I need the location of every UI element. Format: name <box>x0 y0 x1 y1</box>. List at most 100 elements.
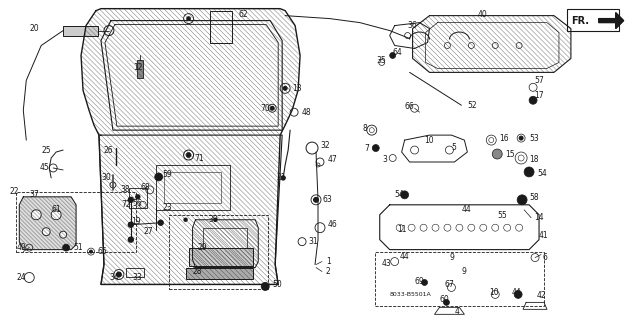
Text: 43: 43 <box>381 259 392 268</box>
Text: 71: 71 <box>195 153 204 162</box>
Text: 58: 58 <box>529 193 539 202</box>
Circle shape <box>158 220 163 225</box>
Text: 68: 68 <box>141 183 150 192</box>
Circle shape <box>390 52 396 58</box>
Text: 20: 20 <box>29 24 39 33</box>
Text: 60: 60 <box>440 295 449 304</box>
Text: 17: 17 <box>534 91 544 100</box>
Circle shape <box>42 228 50 236</box>
Text: 44: 44 <box>511 288 521 297</box>
Bar <box>156 165 230 210</box>
Circle shape <box>270 106 274 110</box>
Text: 9: 9 <box>461 267 467 276</box>
Text: 10: 10 <box>489 288 499 297</box>
Circle shape <box>63 244 70 251</box>
Circle shape <box>372 145 380 152</box>
Bar <box>17 192 136 252</box>
Text: 41: 41 <box>539 231 548 240</box>
Text: 22: 22 <box>10 187 19 197</box>
Text: 64: 64 <box>393 48 403 57</box>
Text: 69: 69 <box>415 277 424 286</box>
Text: 55: 55 <box>497 211 507 220</box>
Circle shape <box>519 136 523 140</box>
Text: 25: 25 <box>41 145 51 154</box>
Text: 8: 8 <box>363 124 367 133</box>
Circle shape <box>492 149 502 159</box>
Text: 35: 35 <box>377 56 387 65</box>
Text: 44: 44 <box>399 252 410 261</box>
Polygon shape <box>99 135 282 285</box>
Bar <box>164 172 221 203</box>
Text: 32: 32 <box>320 141 330 150</box>
Bar <box>137 60 143 78</box>
Text: 9: 9 <box>449 253 454 262</box>
Text: 10: 10 <box>424 136 434 145</box>
Polygon shape <box>426 23 559 68</box>
Circle shape <box>444 300 449 305</box>
PathPatch shape <box>193 220 259 268</box>
Text: 19: 19 <box>131 217 140 226</box>
Text: 28: 28 <box>193 267 202 276</box>
Bar <box>189 248 253 265</box>
Text: 2: 2 <box>326 267 331 276</box>
PathPatch shape <box>19 197 76 249</box>
Text: 72: 72 <box>121 200 131 209</box>
Text: 66: 66 <box>404 102 414 111</box>
Text: 33: 33 <box>133 273 143 282</box>
Text: 47: 47 <box>328 155 338 165</box>
Circle shape <box>281 176 285 180</box>
Text: 1: 1 <box>326 257 331 266</box>
Text: 50: 50 <box>272 280 282 289</box>
Text: 54: 54 <box>537 169 547 178</box>
Text: 44: 44 <box>461 205 471 214</box>
Text: 21: 21 <box>276 174 285 182</box>
Circle shape <box>155 173 163 181</box>
Text: 23: 23 <box>163 203 172 212</box>
Circle shape <box>129 197 133 202</box>
Text: 51: 51 <box>73 243 83 252</box>
Text: 30: 30 <box>101 174 111 182</box>
PathPatch shape <box>413 16 571 72</box>
Text: 6: 6 <box>542 253 547 262</box>
Text: 36: 36 <box>408 21 417 30</box>
Text: 59: 59 <box>163 170 172 179</box>
Circle shape <box>187 17 191 21</box>
PathPatch shape <box>81 9 300 285</box>
Text: 29: 29 <box>198 243 207 252</box>
Circle shape <box>51 210 61 220</box>
Bar <box>63 26 98 35</box>
Text: 65: 65 <box>98 247 108 256</box>
Text: 12: 12 <box>133 63 142 72</box>
Text: 8033-B5501A: 8033-B5501A <box>390 292 431 297</box>
Text: 13: 13 <box>292 84 301 93</box>
Circle shape <box>314 197 319 202</box>
Bar <box>129 188 147 208</box>
Text: 45: 45 <box>39 163 49 173</box>
Text: 7: 7 <box>365 144 370 152</box>
Text: 53: 53 <box>529 134 539 143</box>
Circle shape <box>186 152 191 158</box>
Circle shape <box>90 250 93 253</box>
Text: 56: 56 <box>133 199 143 208</box>
Circle shape <box>129 237 133 242</box>
Text: 11: 11 <box>397 225 407 234</box>
Text: 24: 24 <box>17 273 26 282</box>
Circle shape <box>401 191 408 199</box>
Bar <box>186 268 253 279</box>
Polygon shape <box>101 21 282 130</box>
Text: 18: 18 <box>529 155 539 165</box>
Text: 34: 34 <box>109 273 118 282</box>
Text: 15: 15 <box>505 150 515 159</box>
Text: 46: 46 <box>328 220 338 229</box>
Circle shape <box>514 290 522 298</box>
Circle shape <box>261 282 269 290</box>
Circle shape <box>129 222 133 227</box>
Text: 42: 42 <box>537 291 547 300</box>
Text: 39: 39 <box>209 215 218 224</box>
Text: 5: 5 <box>451 143 456 152</box>
Circle shape <box>524 167 534 177</box>
Bar <box>169 215 268 289</box>
Bar <box>375 252 544 306</box>
Text: 61: 61 <box>51 205 61 214</box>
Circle shape <box>214 218 217 221</box>
